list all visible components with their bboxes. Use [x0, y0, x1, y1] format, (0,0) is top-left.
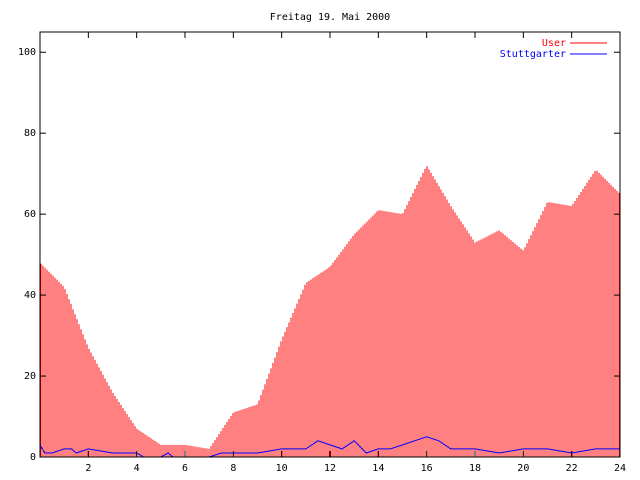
x-tick-label: 22	[566, 463, 578, 474]
y-tick-label: 40	[24, 290, 36, 301]
y-axis: 0 20 40 60 80 100	[18, 47, 620, 463]
x-tick-label: 4	[134, 463, 140, 474]
x-tick-label: 6	[182, 463, 188, 474]
y-tick-label: 20	[24, 371, 36, 382]
y-tick-label: 60	[24, 209, 36, 220]
y-tick-label: 0	[30, 452, 36, 463]
stuttgarter-series	[39, 436, 620, 458]
legend: User Stuttgarter	[500, 38, 607, 60]
x-tick-label: 20	[517, 463, 529, 474]
x-tick-label: 8	[230, 463, 236, 474]
x-tick-label: 16	[421, 463, 433, 474]
stuttgarter-line	[39, 436, 620, 458]
x-tick-label: 2	[85, 463, 91, 474]
legend-label-stuttgarter: Stuttgarter	[500, 49, 566, 60]
y-tick-label: 100	[18, 47, 36, 58]
x-tick-label: 10	[276, 463, 288, 474]
x-tick-label: 14	[372, 463, 384, 474]
user-series-bars	[40, 166, 620, 457]
x-axis: 2 4 6 8 10 12 14 16 18 20 22 24	[85, 32, 626, 474]
x-tick-label: 24	[614, 463, 626, 474]
y-tick-label: 80	[24, 128, 36, 139]
x-tick-label: 12	[324, 463, 336, 474]
x-tick-label: 18	[469, 463, 481, 474]
chart-title: Freitag 19. Mai 2000	[270, 12, 390, 23]
legend-label-user: User	[542, 38, 566, 49]
